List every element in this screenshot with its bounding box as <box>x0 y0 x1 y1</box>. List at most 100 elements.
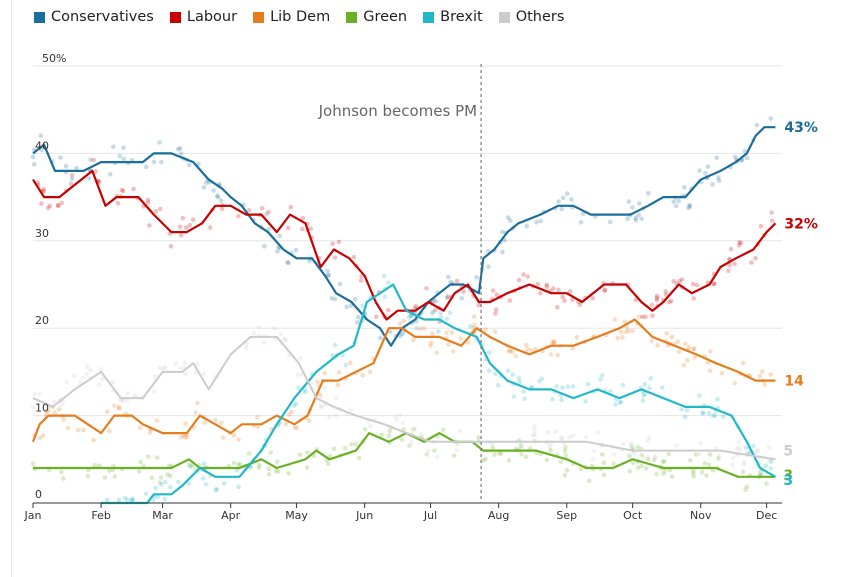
poll-dot <box>448 279 453 285</box>
poll-dot <box>201 461 207 466</box>
poll-dot <box>641 455 646 461</box>
poll-dot <box>306 418 312 424</box>
poll-dot <box>286 412 292 417</box>
poll-dot <box>236 484 241 490</box>
legend-item-others[interactable]: Others <box>498 9 564 25</box>
poll-dot <box>65 425 71 431</box>
series-line-brexit <box>101 283 776 505</box>
poll-dot <box>298 355 303 361</box>
legend-item-brexit[interactable]: Brexit <box>423 9 483 25</box>
poll-dot <box>335 382 341 388</box>
poll-dot <box>608 389 613 394</box>
poll-dot <box>187 222 193 228</box>
poll-dot <box>732 380 738 386</box>
poll-dot <box>669 474 675 479</box>
poll-dot <box>550 339 555 344</box>
poll-dot <box>691 346 696 352</box>
poll-dot <box>754 122 760 128</box>
poll-dot <box>570 297 575 303</box>
poll-dot <box>61 417 67 423</box>
poll-dot <box>684 407 690 413</box>
poll-dot <box>337 281 343 287</box>
poll-dot <box>639 453 645 458</box>
poll-dot <box>716 456 721 461</box>
poll-dot <box>319 403 324 409</box>
poll-dot <box>125 391 131 396</box>
poll-dot <box>507 298 513 303</box>
poll-dot <box>732 261 737 267</box>
poll-dot <box>490 441 495 447</box>
poll-dot <box>190 217 196 222</box>
poll-dot <box>424 452 430 457</box>
poll-dot <box>762 382 767 387</box>
poll-dot <box>149 475 155 481</box>
poll-dot <box>736 243 742 248</box>
chart-legend: Conservatives Labour Lib Dem Green Brexi… <box>34 6 580 28</box>
legend-item-labour[interactable]: Labour <box>169 9 238 25</box>
poll-dot <box>236 462 241 467</box>
poll-dot <box>188 464 193 470</box>
poll-dot <box>633 217 639 223</box>
poll-dot <box>112 403 117 409</box>
end-label-green: 3 <box>783 468 793 484</box>
poll-dot <box>458 336 464 341</box>
poll-dot <box>758 223 764 229</box>
poll-dot <box>633 297 638 303</box>
poll-dot <box>737 447 743 452</box>
poll-dot <box>327 414 332 420</box>
poll-dot <box>580 211 586 217</box>
poll-dot <box>295 372 301 378</box>
poll-dot <box>349 442 354 447</box>
poll-dot <box>129 497 135 503</box>
poll-dot <box>246 207 252 213</box>
poll-dot <box>681 362 687 368</box>
legend-item-conservatives[interactable]: Conservatives <box>34 9 154 25</box>
poll-dot <box>179 434 184 440</box>
poll-dot <box>602 288 608 294</box>
poll-dot <box>768 372 773 377</box>
poll-dot <box>163 479 168 485</box>
poll-dot <box>116 404 122 410</box>
poll-dot <box>640 314 645 320</box>
poll-dot <box>426 448 431 454</box>
poll-dot <box>304 465 310 470</box>
poll-dot <box>418 431 424 437</box>
poll-dot <box>274 459 280 465</box>
poll-dot <box>146 454 151 459</box>
poll-dot <box>538 218 543 224</box>
poll-dot <box>246 451 252 456</box>
poll-dot <box>201 476 206 481</box>
poll-dot <box>519 443 525 449</box>
poll-dot <box>93 169 98 174</box>
poll-dot <box>91 437 96 443</box>
poll-dot <box>409 439 415 444</box>
poll-dot <box>730 462 735 468</box>
legend-item-lib-dem[interactable]: Lib Dem <box>253 9 330 25</box>
poll-dot <box>202 420 208 425</box>
poll-dot <box>569 197 574 202</box>
poll-dot <box>124 398 130 403</box>
poll-dot <box>154 455 160 460</box>
poll-dot <box>387 329 393 335</box>
poll-dot <box>178 365 183 371</box>
poll-dot <box>251 330 257 336</box>
poll-dot <box>697 393 702 398</box>
poll-dot <box>633 215 639 221</box>
poll-dot <box>59 403 64 408</box>
poll-dot <box>618 399 624 405</box>
poll-dot <box>268 450 274 455</box>
poll-dot <box>332 255 338 260</box>
legend-item-green[interactable]: Green <box>346 9 407 25</box>
poll-dot <box>560 294 565 300</box>
poll-dot <box>556 199 561 204</box>
y-tick-label: 10 <box>35 402 49 415</box>
legend-label: Labour <box>186 9 238 25</box>
poll-dot <box>56 407 62 412</box>
poll-dot <box>438 310 444 316</box>
poll-dot <box>661 458 667 464</box>
poll-dot <box>211 188 216 193</box>
x-tick-label: Feb <box>91 509 110 522</box>
poll-dot <box>261 340 266 345</box>
poll-dot <box>382 294 388 300</box>
